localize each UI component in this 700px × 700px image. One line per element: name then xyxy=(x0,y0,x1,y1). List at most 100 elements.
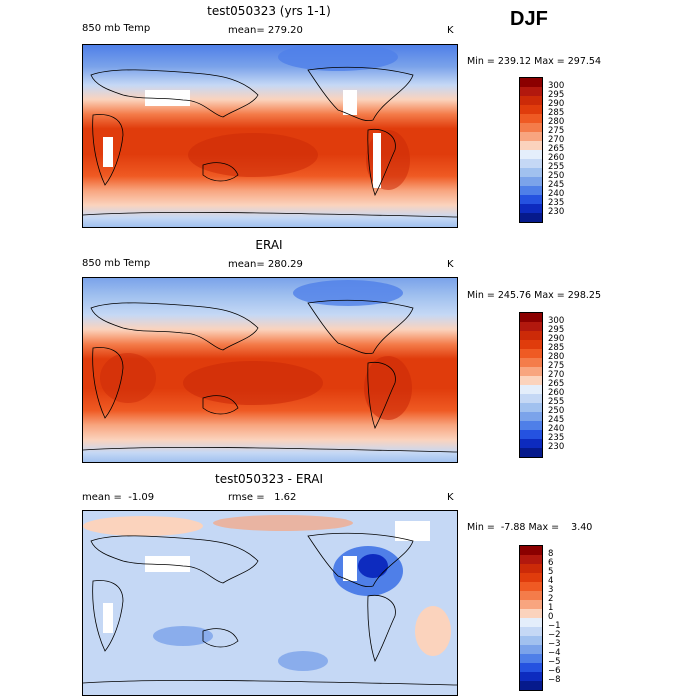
panel-3-colorbar-swatch xyxy=(520,636,542,645)
panel-3-cold-bias-3 xyxy=(278,651,328,671)
panel-1-colorbar-swatch xyxy=(520,78,542,87)
panel-2-colorbar-tick: 285 xyxy=(548,343,565,353)
panel-1-units-label: K xyxy=(447,25,454,36)
panel-2-title: ERAI xyxy=(255,238,283,252)
panel-3-colorbar-tick: −5 xyxy=(548,657,561,667)
panel-2-colorbar-tick: 255 xyxy=(548,397,565,407)
panel-2-colorbar-tick: 280 xyxy=(548,352,565,362)
panel-1-colorbar-tick: 280 xyxy=(548,117,565,127)
panel-2-colorbar-tick: 275 xyxy=(548,361,565,371)
panel-1-colorbar-swatch xyxy=(520,87,542,96)
panel-3-colorbar-tick: −8 xyxy=(548,675,561,685)
panel-3-colorbar-swatch xyxy=(520,654,542,663)
panel-1-colorbar-swatch xyxy=(520,186,542,195)
panel-3-title: test050323 - ERAI xyxy=(215,472,323,486)
panel-1-colorbar-tick: 265 xyxy=(548,144,565,154)
panel-2-africa-warm xyxy=(100,353,156,403)
panel-1-colorbar-tick: 270 xyxy=(548,135,565,145)
panel-3-coastlines xyxy=(83,532,457,686)
panel-1-mean-label: mean= 279.20 xyxy=(228,25,303,36)
panel-3-colorbar-swatch xyxy=(520,546,542,555)
panel-3-colorbar-tick: −2 xyxy=(548,630,561,640)
panel-3-colorbar xyxy=(519,545,543,691)
panel-1-cold-region xyxy=(278,45,398,71)
panel-1-map xyxy=(82,44,458,228)
panel-2-warm-pool xyxy=(183,361,323,405)
panel-2-units-label: K xyxy=(447,259,454,270)
panel-1-colorbar-tick: 300 xyxy=(548,81,565,91)
panel-1-colorbar-swatch xyxy=(520,114,542,123)
panel-1-warm-pool xyxy=(188,133,318,177)
panel-2-colorbar-swatch xyxy=(520,412,542,421)
panel-1-colorbar-swatch xyxy=(520,150,542,159)
panel-1-colorbar-tick: 235 xyxy=(548,198,565,208)
panel-2-colorbar-swatch xyxy=(520,394,542,403)
panel-2-colorbar-tick: 270 xyxy=(548,370,565,380)
panel-1-missing-africa xyxy=(103,137,113,167)
panel-1-colorbar-swatch xyxy=(520,168,542,177)
panel-1-south-america-warm xyxy=(366,130,410,190)
panel-2-colorbar-swatch xyxy=(520,385,542,394)
panel-2-colorbar-swatch xyxy=(520,376,542,385)
panel-1-colorbar xyxy=(519,77,543,223)
panel-3-field xyxy=(83,511,457,695)
panel-2-map xyxy=(82,277,458,463)
panel-1-colorbar-swatch xyxy=(520,159,542,168)
panel-2-cold-region xyxy=(293,280,403,306)
panel-2-colorbar-swatch xyxy=(520,430,542,439)
panel-3-colorbar-swatch xyxy=(520,672,542,681)
panel-3-rmse-label: rmse = 1.62 xyxy=(228,492,297,503)
panel-3-positive-band xyxy=(83,516,203,536)
panel-1-colorbar-swatch xyxy=(520,213,542,222)
panel-3-colorbar-swatch xyxy=(520,555,542,564)
panel-2-colorbar-tick: 290 xyxy=(548,334,565,344)
panel-3-missing-tibet xyxy=(145,556,190,572)
panel-2-mean-label: mean= 280.29 xyxy=(228,259,303,270)
panel-1-colorbar-tick: 295 xyxy=(548,90,565,100)
panel-2-colorbar-tick: 295 xyxy=(548,325,565,335)
panel-1-colorbar-tick: 230 xyxy=(548,207,565,217)
panel-1-colorbar-swatch xyxy=(520,105,542,114)
panel-3-strong-cold-bias xyxy=(358,554,388,578)
panel-2-colorbar-tick: 245 xyxy=(548,415,565,425)
panel-3-colorbar-swatch xyxy=(520,645,542,654)
panel-2-colorbar-swatch xyxy=(520,340,542,349)
panel-3-units-label: K xyxy=(447,492,454,503)
panel-1-minmax: Min = 239.12 Max = 297.54 xyxy=(467,56,601,67)
panel-1-colorbar-tick: 245 xyxy=(548,180,565,190)
panel-1-colorbar-swatch xyxy=(520,204,542,213)
panel-3-colorbar-tick: −4 xyxy=(548,648,561,658)
panel-3-colorbar-swatch xyxy=(520,573,542,582)
panel-3-map xyxy=(82,510,458,696)
panel-2-colorbar-swatch xyxy=(520,313,542,322)
panel-2-colorbar-swatch xyxy=(520,358,542,367)
panel-1-colorbar-swatch xyxy=(520,123,542,132)
panel-3-positive-band-2 xyxy=(213,515,353,531)
panel-1-colorbar-swatch xyxy=(520,195,542,204)
panel-3-colorbar-tick: 4 xyxy=(548,576,554,586)
panel-2-colorbar-swatch xyxy=(520,331,542,340)
panel-1-colorbar-swatch xyxy=(520,96,542,105)
panel-2-colorbar-swatch xyxy=(520,403,542,412)
season-label: DJF xyxy=(510,8,548,30)
panel-2-colorbar xyxy=(519,312,543,458)
panel-2-colorbar-tick: 250 xyxy=(548,406,565,416)
panel-3-colorbar-swatch xyxy=(520,591,542,600)
panel-3-warm-bias xyxy=(415,606,451,656)
panel-2-colorbar-tick: 235 xyxy=(548,433,565,443)
panel-1-colorbar-tick: 285 xyxy=(548,108,565,118)
panel-3-colorbar-swatch xyxy=(520,609,542,618)
panel-1-colorbar-tick: 240 xyxy=(548,189,565,199)
panel-2-variable-label: 850 mb Temp xyxy=(82,258,151,269)
panel-2-colorbar-swatch xyxy=(520,322,542,331)
panel-3-missing-greenland xyxy=(395,521,430,541)
panel-3-colorbar-tick: −1 xyxy=(548,621,561,631)
panel-2-minmax: Min = 245.76 Max = 298.25 xyxy=(467,290,601,301)
panel-3-colorbar-tick: 1 xyxy=(548,603,554,613)
panel-3-map-svg xyxy=(83,511,457,695)
panel-2-south-america-warm xyxy=(364,356,412,420)
panel-1-missing-tibet xyxy=(145,90,190,106)
panel-3-mean-label: mean = -1.09 xyxy=(82,492,155,503)
panel-2-colorbar-swatch xyxy=(520,349,542,358)
panel-3-colorbar-swatch xyxy=(520,627,542,636)
